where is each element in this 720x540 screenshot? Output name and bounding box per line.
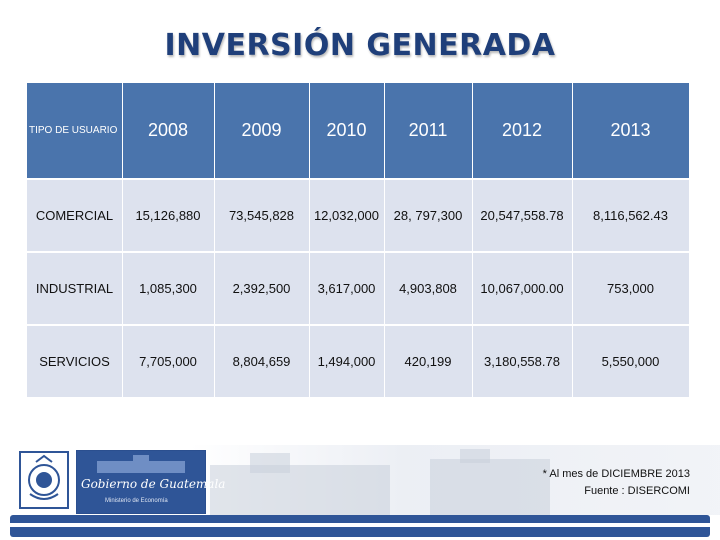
footnote: * Al mes de DICIEMBRE 2013 Fuente : DISE…: [543, 466, 690, 500]
row-label-industrial: INDUSTRIAL: [35, 281, 114, 296]
logo-banner: Gobierno de Guatemala Ministerio de Econ…: [76, 450, 225, 514]
table-cell: 12,032,000: [313, 208, 380, 223]
table-cell: 8,116,562.43: [593, 208, 668, 223]
table-cell: 420,199: [404, 354, 452, 369]
table-row: COMERCIAL 15,126,880 73,545,828 12,032,0…: [27, 180, 689, 251]
header-year-2010: 2010: [326, 120, 367, 140]
logo-subtitle: Ministerio de Economía: [105, 498, 168, 504]
table-cell: 28, 797,300: [393, 208, 463, 223]
header-year-2009: 2009: [241, 120, 282, 140]
header-year-2013: 2013: [610, 120, 651, 140]
footnote-date: * Al mes de DICIEMBRE 2013: [542, 468, 690, 480]
table-cell: 1,494,000: [317, 354, 376, 369]
gobierno-logo: Gobierno de Guatemala Ministerio de Econ…: [18, 450, 225, 514]
table-cell: 753,000: [607, 281, 654, 296]
table-cell: 73,545,828: [228, 208, 295, 223]
table-cell: 4,903,808: [399, 281, 457, 296]
table-cell: 5,550,000: [601, 354, 660, 369]
footer-background-image: [190, 445, 720, 515]
row-label-comercial: COMERCIAL: [35, 208, 114, 223]
logo-name: Gobierno de Guatemala: [81, 477, 226, 491]
table-cell: 7,705,000: [139, 354, 197, 369]
table-cell: 20,547,558.78: [480, 208, 564, 223]
page-title: INVERSIÓN GENERADA: [164, 28, 556, 63]
footnote-source: Fuente : DISERCOMI: [584, 485, 690, 497]
coat-of-arms-icon: [19, 451, 69, 509]
table-cell: 3,180,558.78: [484, 354, 560, 369]
table-row: SERVICIOS 7,705,000 8,804,659 1,494,000 …: [27, 326, 689, 397]
header-year-2012: 2012: [501, 120, 543, 140]
header-tipo-de-usuario: TIPO DE USUARIO: [29, 125, 118, 136]
table-row: INDUSTRIAL 1,085,300 2,392,500 3,617,000…: [27, 253, 689, 324]
table-cell: 10,067,000.00: [480, 281, 564, 296]
table-cell: 2,392,500: [232, 281, 291, 296]
table-cell: 8,804,659: [232, 354, 291, 369]
investment-table: TIPO DE USUARIO 2008 2009 2010 2011 2012…: [27, 83, 689, 397]
footer-bar-stripe: [10, 523, 710, 527]
header-year-2008: 2008: [147, 120, 189, 140]
row-label-servicios: SERVICIOS: [39, 354, 110, 369]
table-header-row: TIPO DE USUARIO 2008 2009 2010 2011 2012…: [27, 83, 689, 178]
table-cell: 1,085,300: [139, 281, 197, 296]
table-cell: 15,126,880: [135, 208, 201, 223]
table-cell: 3,617,000: [317, 281, 376, 296]
header-year-2011: 2011: [408, 120, 448, 140]
